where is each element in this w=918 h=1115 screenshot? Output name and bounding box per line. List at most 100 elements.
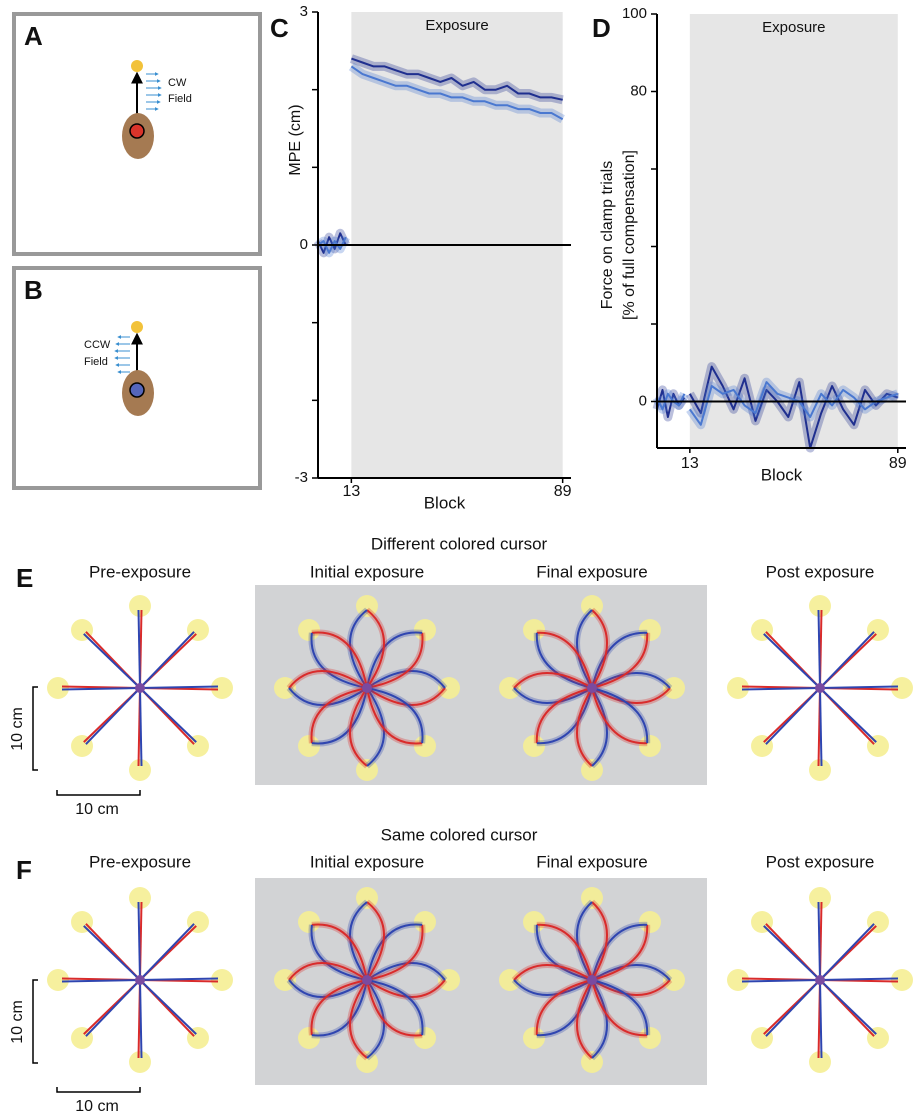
trajectory-blue [535,632,593,689]
target [866,1026,889,1049]
trajectory-red [366,924,424,981]
trajectory-blue [817,609,821,689]
target [638,1026,661,1049]
target [751,911,774,934]
trajectory-blue [311,979,368,1037]
trajectory-blue [61,979,141,983]
start-point [587,975,597,985]
start-point [815,683,825,693]
condition-title: Final exposure [536,562,648,581]
trajectory-plot [47,887,233,1073]
trajectory-blue [139,979,197,1035]
trajectory-red [536,923,593,981]
hand-illustration [114,321,154,416]
trajectory-blue [366,923,423,981]
target [638,734,661,757]
target [413,911,436,934]
target [809,1051,831,1073]
target [809,887,831,909]
target [274,969,296,991]
trajectory-red [366,687,423,745]
y-tick-label: 3 [300,3,308,20]
y-tick-label: -3 [295,469,308,486]
target [71,911,94,934]
trajectory-red [591,609,608,689]
trajectory-blue [83,633,141,689]
x-axis-label: Block [424,493,466,512]
trajectory-blue [576,901,593,981]
condition-title: Post exposure [766,562,875,581]
trajectory-red [366,687,446,706]
start-point [815,975,825,985]
trajectory-blue [139,923,195,981]
scale-label: 10 cm [75,1098,119,1115]
trajectory-red [591,687,671,704]
trajectory-red [366,609,385,689]
target [298,619,321,642]
scale-label: 10 cm [75,801,119,818]
target [751,1026,774,1049]
trajectory-blue [765,979,821,1037]
target [727,677,749,699]
exposure-background [255,878,707,1085]
target [581,759,603,781]
panel-a-frame [12,12,262,256]
trajectory-red [311,923,368,981]
y-axis-label: MPE (cm) [287,104,304,175]
hand-illustration [122,60,162,159]
trajectory-red [513,964,593,981]
target [663,677,685,699]
target [356,595,378,617]
field-label: CW [168,77,187,89]
panel-b-frame [12,266,262,490]
panel-label: E [16,563,33,593]
trajectory-red [349,687,368,767]
target [523,619,546,642]
trajectory-blue [819,977,899,981]
x-tick-label: 89 [554,483,572,500]
trajectory-blue [591,687,649,744]
condition-title: Initial exposure [310,562,424,581]
panel-label: A [24,21,43,51]
trajectory-blue [591,979,608,1059]
trajectory-blue [819,687,877,743]
trajectory-blue [366,979,385,1059]
trajectory-plot [499,595,685,781]
trajectory-blue [513,979,593,996]
trajectory-plot [727,887,913,1073]
y-axis-label: [% of full compensation] [621,150,638,320]
target [413,1026,436,1049]
trajectory-blue [819,687,823,767]
target [891,677,913,699]
trajectory-blue [591,923,648,981]
target [71,1026,94,1049]
trajectory-blue [591,672,671,689]
trajectory-red [288,962,368,981]
trajectory-plot [499,887,685,1073]
trajectory-blue [349,901,368,981]
trajectory-blue [288,979,368,998]
target [186,911,209,934]
condition-title: Final exposure [536,852,648,871]
trajectory-red [591,924,649,981]
target [866,911,889,934]
trajectory-blue [310,632,368,689]
target [438,969,460,991]
trajectory-red [536,631,593,689]
trajectory-blue [591,631,648,689]
trajectory-blue [741,979,821,983]
x-tick-label: 13 [681,455,699,472]
trajectory-red [535,687,593,744]
target [211,677,233,699]
trajectory-blue [366,631,423,689]
trajectory-blue [763,925,821,981]
exposure-background [255,585,707,785]
trajectory-blue [139,979,143,1059]
trajectory-blue [819,685,899,689]
target [581,595,603,617]
trajectory-red [349,979,368,1059]
start-point [362,975,372,985]
trajectory-blue [139,687,143,767]
series-line [656,381,899,426]
trajectory-red [310,979,368,1036]
